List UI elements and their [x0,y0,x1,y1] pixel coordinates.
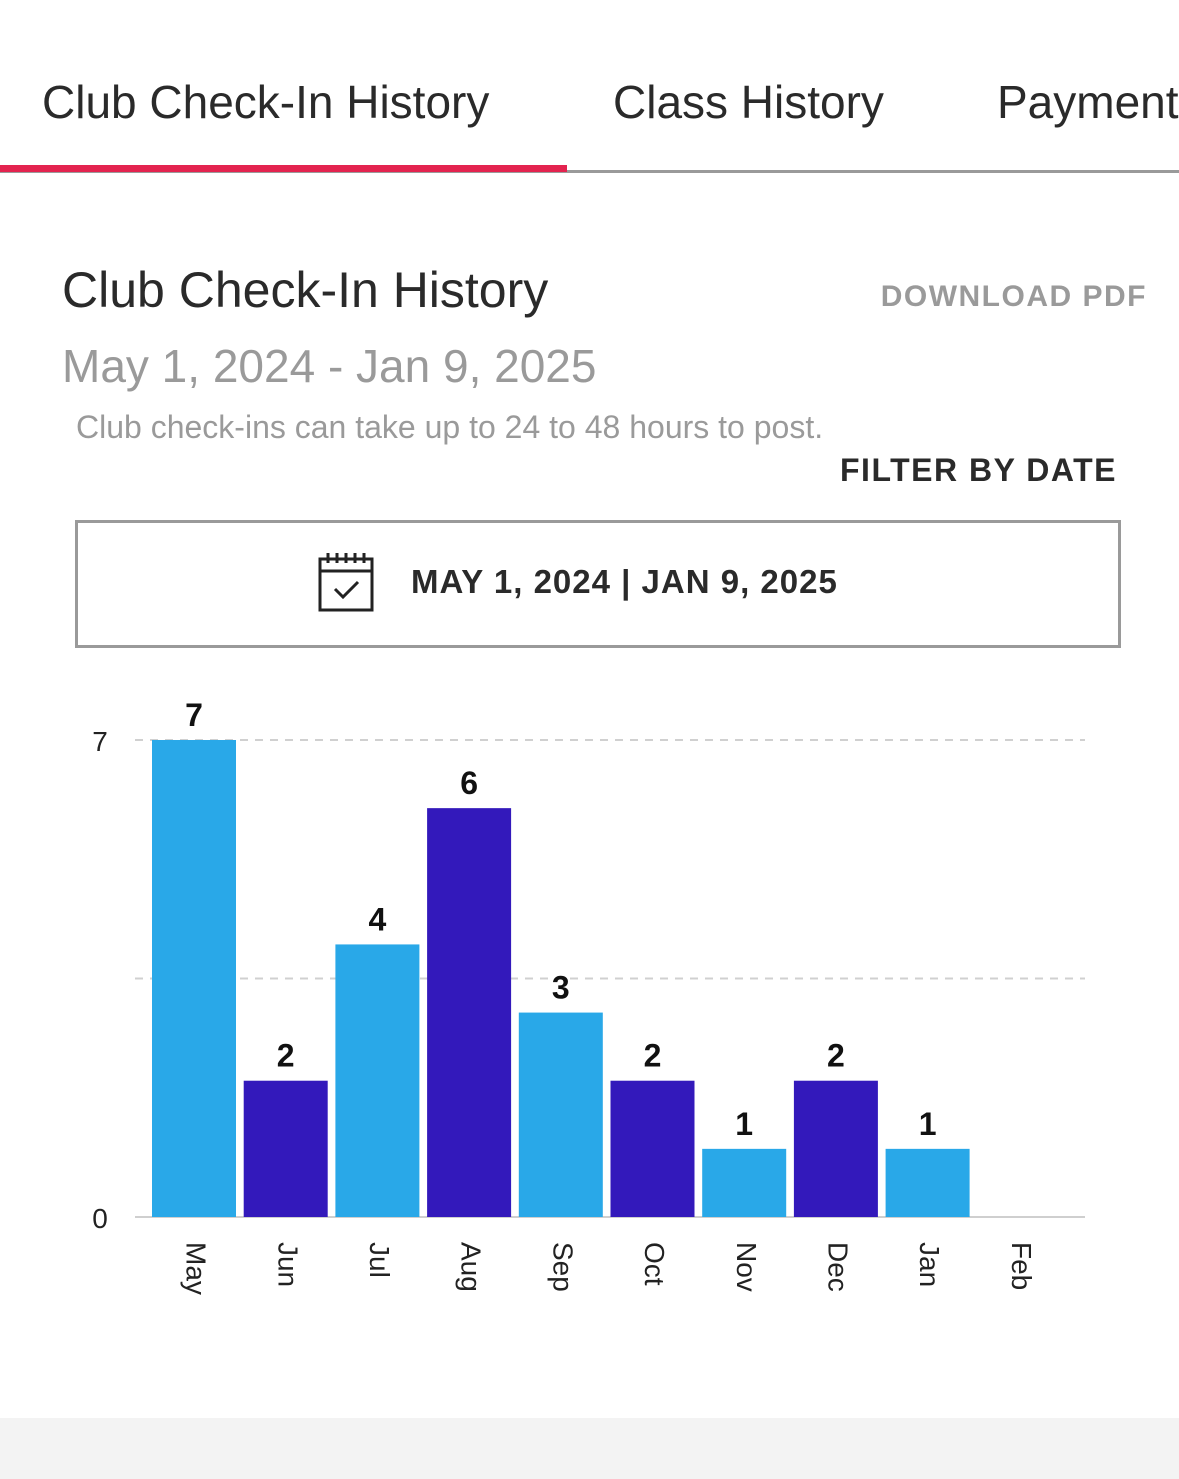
page-title: Club Check-In History [62,262,549,318]
date-range-subtitle: May 1, 2024 - Jan 9, 2025 [62,340,597,392]
x-tick-label-oct: Oct [639,1242,670,1286]
data-label-jul: 4 [369,901,387,937]
data-label-oct: 2 [644,1038,662,1074]
y-tick-label: 7 [92,726,108,757]
data-label-jun: 2 [277,1038,295,1074]
y-tick-label: 0 [92,1203,108,1234]
calendar-check-icon [318,553,374,612]
data-label-aug: 6 [460,765,478,801]
x-tick-label-jan: Jan [914,1242,945,1287]
x-tick-label-sep: Sep [547,1242,578,1292]
data-label-dec: 2 [827,1038,845,1074]
data-label-may: 7 [185,697,203,733]
download-pdf-button[interactable]: DOWNLOAD PDF [880,280,1147,313]
active-tab-indicator [0,165,567,172]
bar-oct [610,1080,695,1217]
data-label-sep: 3 [552,970,570,1006]
bar-jan [885,1148,970,1217]
bar-jun [243,1080,328,1217]
check-in-bar-chart: 0 7 7 May 2 Jun 4 Jul 6 Aug 3 Sep 2 Oct 1 Nov 2 Dec 1 Jan Fe… [0,680,1179,1340]
x-tick-label-feb: Feb [1006,1242,1037,1290]
x-tick-label-may: May [181,1242,212,1295]
tab-class-history[interactable]: Class History [613,76,884,128]
x-tick-label-jul: Jul [364,1242,395,1278]
footer-band [0,1418,1179,1479]
bar-may [152,740,236,1217]
tab-bar: Club Check-In History Class History Paym… [0,0,1179,174]
chart-canvas: 0 7 7 May 2 Jun 4 Jul 6 Aug 3 Sep 2 Oct 1 Nov 2 Dec 1 Jan Fe… [92,697,1085,1295]
posting-delay-note: Club check-ins can take up to 24 to 48 h… [76,409,824,445]
bar-dec [793,1080,878,1217]
x-tick-label-dec: Dec [823,1242,854,1292]
bar-sep [518,1012,603,1217]
tab-club-check-in-history[interactable]: Club Check-In History [42,76,490,128]
date-range-picker[interactable]: MAY 1, 2024 | JAN 9, 2025 [75,520,1121,648]
data-label-nov: 1 [735,1106,753,1142]
x-tick-label-nov: Nov [731,1242,762,1292]
tab-bar-divider [0,170,1179,173]
x-tick-label-jun: Jun [272,1242,303,1287]
filter-by-date-label: FILTER BY DATE [840,452,1117,488]
tab-payment[interactable]: Payment [997,76,1179,128]
date-range-picker-value: MAY 1, 2024 | JAN 9, 2025 [411,563,838,600]
data-label-jan: 1 [919,1106,937,1142]
bar-nov [702,1148,787,1217]
x-tick-label-aug: Aug [456,1242,487,1292]
bar-jul [335,944,420,1217]
bar-aug [427,808,512,1217]
